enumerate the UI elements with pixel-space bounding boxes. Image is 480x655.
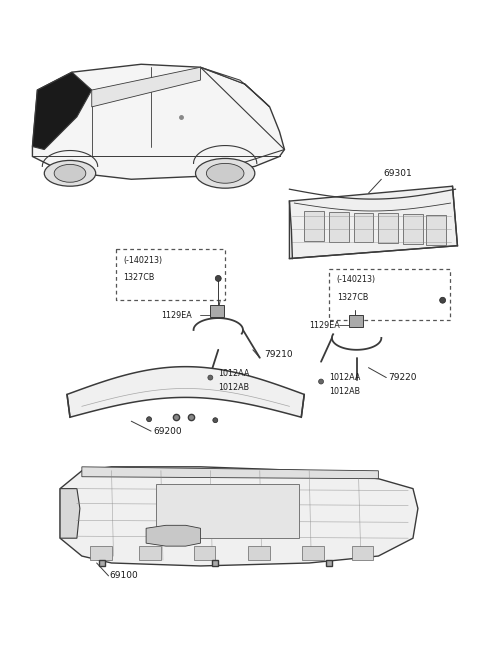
Polygon shape	[92, 67, 201, 107]
Circle shape	[319, 379, 324, 384]
Circle shape	[354, 322, 359, 328]
Circle shape	[208, 375, 213, 380]
Text: (-140213): (-140213)	[337, 275, 376, 284]
Polygon shape	[82, 467, 378, 479]
Text: 1327CB: 1327CB	[337, 293, 368, 302]
Text: 1012AB: 1012AB	[218, 383, 250, 392]
Bar	[210, 305, 224, 317]
Circle shape	[146, 417, 152, 422]
Bar	[403, 214, 423, 244]
Ellipse shape	[206, 163, 244, 183]
Polygon shape	[33, 64, 285, 179]
Polygon shape	[33, 72, 92, 149]
Bar	[304, 211, 324, 241]
Bar	[248, 546, 270, 560]
Bar	[117, 249, 225, 300]
Ellipse shape	[44, 160, 96, 186]
Bar	[90, 546, 111, 560]
Circle shape	[213, 418, 218, 422]
Text: 1129EA: 1129EA	[161, 310, 192, 320]
Bar	[329, 269, 450, 320]
Text: 1012AA: 1012AA	[218, 369, 250, 378]
Polygon shape	[289, 186, 457, 259]
Bar	[156, 483, 300, 538]
Bar	[378, 214, 398, 243]
Ellipse shape	[54, 164, 86, 182]
Circle shape	[216, 312, 221, 318]
Circle shape	[216, 276, 221, 282]
Text: 79210: 79210	[264, 350, 293, 359]
Bar	[352, 546, 373, 560]
Bar	[302, 546, 324, 560]
Text: 69200: 69200	[153, 426, 181, 436]
Bar	[193, 546, 216, 560]
Bar	[329, 212, 349, 242]
Polygon shape	[146, 525, 201, 546]
Text: 1012AA: 1012AA	[329, 373, 360, 382]
Text: 1012AB: 1012AB	[329, 387, 360, 396]
Text: 1327CB: 1327CB	[123, 273, 155, 282]
Polygon shape	[201, 67, 270, 107]
Bar	[139, 546, 161, 560]
Text: 79220: 79220	[388, 373, 417, 382]
Ellipse shape	[195, 159, 255, 188]
Circle shape	[440, 297, 445, 303]
Polygon shape	[67, 367, 304, 417]
Text: (-140213): (-140213)	[123, 255, 163, 265]
Bar	[354, 213, 373, 242]
Text: 69301: 69301	[384, 169, 412, 178]
Bar	[349, 315, 362, 327]
Polygon shape	[60, 467, 418, 566]
Polygon shape	[60, 489, 80, 538]
Bar	[426, 215, 445, 245]
Text: 1129EA: 1129EA	[309, 320, 340, 329]
Text: 69100: 69100	[109, 571, 138, 580]
